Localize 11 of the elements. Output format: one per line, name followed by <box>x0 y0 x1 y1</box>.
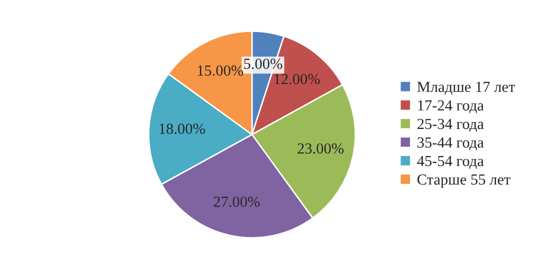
legend-label: 35-44 года <box>418 137 484 150</box>
data-label: 23.00% <box>298 143 344 154</box>
legend-label: Младше 17 лет <box>417 82 515 95</box>
legend-label: 25-34 года <box>418 118 484 132</box>
data-label: 12.00% <box>274 74 320 84</box>
data-label: 27.00% <box>214 196 260 207</box>
data-label: 18.00% <box>160 124 205 134</box>
legend-label: 17-24 года <box>418 100 484 114</box>
legend-label: 45-54 года <box>417 156 484 169</box>
legend-label: Старше 55 лет <box>417 174 510 188</box>
data-label: 5.00% <box>244 58 282 70</box>
